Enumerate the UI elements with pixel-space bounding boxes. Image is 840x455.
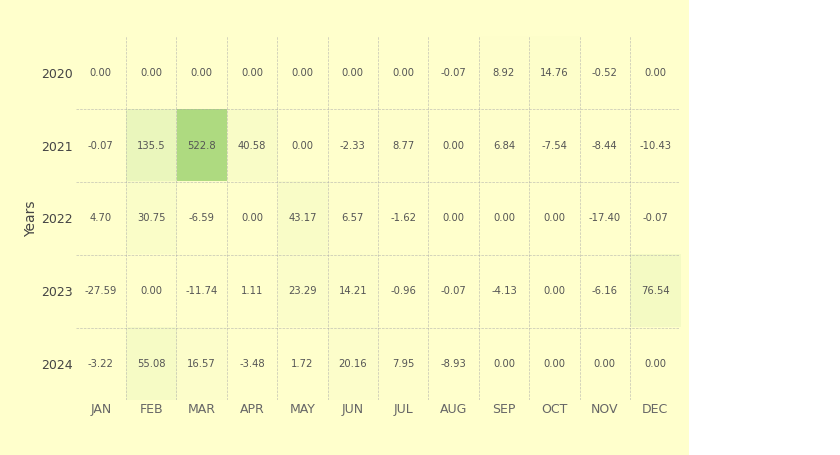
Text: 0.00: 0.00 xyxy=(241,68,263,78)
Text: 1.11: 1.11 xyxy=(241,286,263,296)
Text: -2.33: -2.33 xyxy=(340,141,365,151)
Text: 522.8: 522.8 xyxy=(187,141,216,151)
Text: -0.07: -0.07 xyxy=(643,213,668,223)
Text: 0.00: 0.00 xyxy=(392,68,414,78)
Text: 0.00: 0.00 xyxy=(291,68,313,78)
Text: 0.00: 0.00 xyxy=(291,141,313,151)
Text: 0.00: 0.00 xyxy=(241,213,263,223)
Text: -17.40: -17.40 xyxy=(589,213,621,223)
Text: 0.00: 0.00 xyxy=(443,213,465,223)
Text: 14.76: 14.76 xyxy=(540,68,569,78)
Text: 0.00: 0.00 xyxy=(140,286,162,296)
Text: 0.00: 0.00 xyxy=(644,359,666,369)
Text: 0.00: 0.00 xyxy=(90,68,112,78)
Text: -3.48: -3.48 xyxy=(239,359,265,369)
Text: -6.59: -6.59 xyxy=(189,213,214,223)
Text: -0.07: -0.07 xyxy=(441,286,466,296)
Text: -27.59: -27.59 xyxy=(85,286,117,296)
Text: 4.70: 4.70 xyxy=(90,213,112,223)
Text: 23.29: 23.29 xyxy=(288,286,317,296)
Text: 40.58: 40.58 xyxy=(238,141,266,151)
Text: 8.77: 8.77 xyxy=(392,141,414,151)
Text: -10.43: -10.43 xyxy=(639,141,671,151)
Text: -3.22: -3.22 xyxy=(88,359,113,369)
Text: 0.00: 0.00 xyxy=(191,68,213,78)
Text: -8.93: -8.93 xyxy=(441,359,466,369)
Text: 1.72: 1.72 xyxy=(291,359,313,369)
Text: 76.54: 76.54 xyxy=(641,286,669,296)
Text: -0.07: -0.07 xyxy=(88,141,113,151)
Text: 0.00: 0.00 xyxy=(342,68,364,78)
Text: 0.00: 0.00 xyxy=(493,359,515,369)
Text: 30.75: 30.75 xyxy=(137,213,165,223)
Text: -6.16: -6.16 xyxy=(592,286,617,296)
Text: 6.84: 6.84 xyxy=(493,141,515,151)
Text: 0.00: 0.00 xyxy=(594,359,616,369)
Text: 135.5: 135.5 xyxy=(137,141,165,151)
Text: 14.21: 14.21 xyxy=(339,286,367,296)
Text: 0.00: 0.00 xyxy=(543,213,565,223)
Text: -1.62: -1.62 xyxy=(391,213,416,223)
Text: 0.00: 0.00 xyxy=(443,141,465,151)
Text: 43.17: 43.17 xyxy=(288,213,317,223)
Text: -7.54: -7.54 xyxy=(542,141,567,151)
Text: 16.57: 16.57 xyxy=(187,359,216,369)
Text: 0.00: 0.00 xyxy=(543,286,565,296)
Text: 0.00: 0.00 xyxy=(493,213,515,223)
Text: -4.13: -4.13 xyxy=(491,286,517,296)
Text: 20.16: 20.16 xyxy=(339,359,367,369)
Text: -0.96: -0.96 xyxy=(391,286,416,296)
Y-axis label: Years: Years xyxy=(24,200,39,237)
Text: 8.92: 8.92 xyxy=(493,68,515,78)
Text: 55.08: 55.08 xyxy=(137,359,165,369)
Text: 0.00: 0.00 xyxy=(644,68,666,78)
Text: 0.00: 0.00 xyxy=(543,359,565,369)
Text: 0.00: 0.00 xyxy=(140,68,162,78)
Text: 6.57: 6.57 xyxy=(342,213,364,223)
Text: -11.74: -11.74 xyxy=(186,286,218,296)
Text: -0.07: -0.07 xyxy=(441,68,466,78)
Text: -0.52: -0.52 xyxy=(592,68,617,78)
Text: -8.44: -8.44 xyxy=(592,141,617,151)
Text: 7.95: 7.95 xyxy=(392,359,414,369)
